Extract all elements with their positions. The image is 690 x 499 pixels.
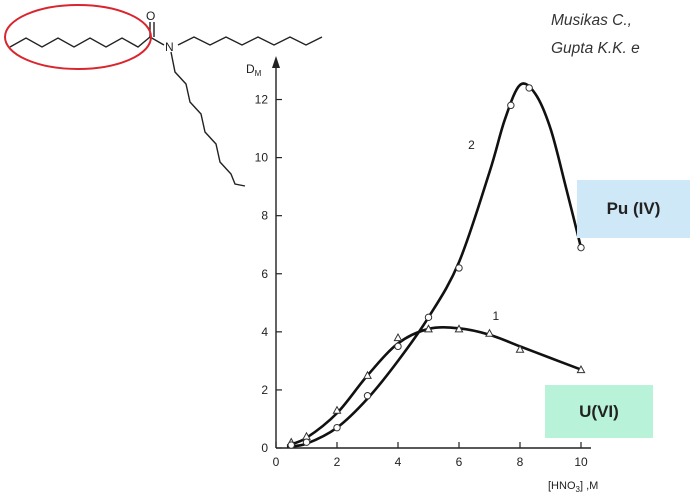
series-1-point-4 [393, 333, 403, 342]
chart-axes [272, 56, 591, 449]
oxygen-label: O [146, 9, 155, 23]
x-tick-label-8: 8 [517, 455, 524, 469]
series-2-point-6 [455, 264, 463, 272]
chart-series: 12 [286, 82, 586, 449]
series-2-point-9 [577, 243, 585, 252]
pu-iv-badge: Pu (IV) [577, 180, 690, 238]
x-tick-label-4: 4 [395, 455, 402, 469]
series-2-point-2 [333, 423, 341, 432]
series-2-point-3 [363, 392, 372, 400]
series-1-point-7 [485, 328, 494, 337]
x-tick-label-2: 2 [334, 455, 341, 469]
series-1-label: 1 [493, 309, 500, 323]
y-tick-label-0: 0 [261, 441, 268, 455]
y-tick-label-2: 2 [261, 383, 268, 397]
x-tick-label-6: 6 [456, 455, 463, 469]
y-tick-label-12: 12 [255, 93, 269, 107]
series-2-point-5 [424, 313, 433, 322]
u-vi-badge: U(VI) [545, 385, 653, 438]
y-tick-label-6: 6 [261, 267, 268, 281]
series-1-point-3 [363, 370, 372, 379]
series-2-point-7 [507, 101, 515, 110]
acyl-chain [9, 36, 151, 48]
n-octyl-chain-down [170, 51, 246, 187]
series-1-point-8 [515, 344, 525, 353]
y-axis-label: DM [246, 62, 262, 78]
series-2-point-4 [394, 342, 402, 351]
y-axis-arrow [272, 56, 280, 68]
series-2-point-0 [287, 441, 295, 449]
series-2-label: 2 [468, 138, 475, 152]
chemical-structure: O N [4, 4, 323, 187]
series-2-line [286, 82, 583, 448]
series-1-point-6 [454, 324, 464, 333]
series-2-point-8 [525, 84, 533, 92]
highlight-ellipse [4, 4, 152, 70]
reference-line-2: Gupta K.K. e [551, 40, 640, 57]
x-axis-label: [HNO3] ,M [548, 480, 598, 494]
y-tick-label-4: 4 [261, 325, 268, 339]
series-1-line [286, 326, 583, 447]
n-octyl-chain-right [177, 36, 323, 46]
x-tick-label-0: 0 [273, 455, 280, 469]
series-2-point-1 [302, 438, 311, 446]
series-1-point-9 [576, 364, 586, 374]
nitrogen-label: N [165, 40, 174, 54]
y-tick-label-8: 8 [261, 209, 268, 223]
series-1-point-5 [424, 324, 433, 333]
y-tick-label-10: 10 [255, 151, 269, 165]
x-tick-label-10: 10 [574, 455, 588, 469]
reference-line-1: Musikas C., [551, 12, 632, 29]
series-1-point-2 [332, 405, 342, 414]
